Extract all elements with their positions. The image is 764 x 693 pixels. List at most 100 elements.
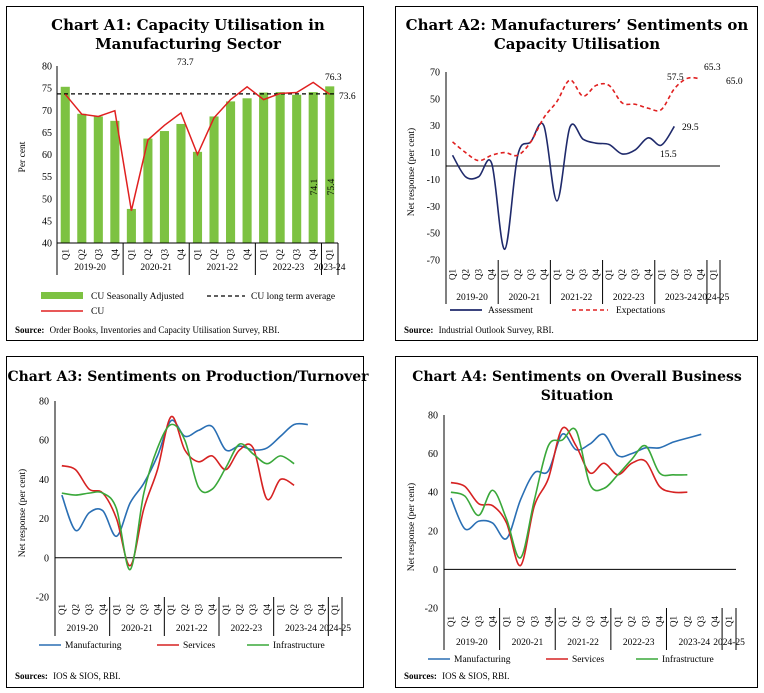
chart-a1-line-end-value: 73.6 bbox=[339, 92, 356, 102]
a1-xtick-label: Q3 bbox=[93, 249, 103, 260]
chart-a1-bar-q4-value: 74.1 bbox=[310, 178, 320, 195]
a1-ytick-label: 80 bbox=[42, 62, 52, 73]
a2-ytick-label: 70 bbox=[430, 68, 440, 79]
a2-group-label: 2022-23 bbox=[613, 293, 645, 303]
chart-a4-legend-services-label: Services bbox=[572, 655, 604, 665]
a1-ytick-label: 45 bbox=[42, 216, 52, 227]
a3-xtick-label: Q4 bbox=[262, 604, 272, 615]
chart-a4-ylabel: Net response (per cent) bbox=[406, 483, 417, 571]
a1-xtick-label: Q3 bbox=[292, 249, 302, 260]
a3-ytick-label: 0 bbox=[44, 553, 49, 564]
a4-ytick-label: 0 bbox=[433, 565, 438, 576]
a4-group-label: 2021-22 bbox=[567, 638, 599, 648]
a2-xtick-label: Q3 bbox=[474, 269, 484, 280]
a2-xtick-label: Q4 bbox=[695, 269, 705, 280]
a2-ytick-label: -70 bbox=[427, 256, 440, 267]
a4-xtick-label: Q4 bbox=[543, 616, 553, 627]
chart-a1-bar bbox=[325, 86, 335, 243]
a4-group-label: 2024-25 bbox=[713, 638, 745, 648]
a4-xtick-label: Q1 bbox=[668, 616, 678, 627]
chart-a1-bar bbox=[192, 151, 203, 243]
a2-xtick-label: Q2 bbox=[565, 269, 575, 280]
a3-group-label: 2021-22 bbox=[176, 624, 208, 634]
a2-xtick-label: Q4 bbox=[643, 269, 653, 280]
chart-a1-bar bbox=[77, 113, 87, 243]
a2-ytick-label: -10 bbox=[427, 175, 440, 186]
a4-xtick-label: Q4 bbox=[710, 616, 720, 627]
a2-ytick-label: 30 bbox=[430, 121, 440, 132]
a2-xtick-label: Q4 bbox=[487, 269, 497, 280]
a2-xtick-label: Q2 bbox=[617, 269, 627, 280]
chart-a2-source: Source: Industrial Outlook Survey, RBI. bbox=[404, 325, 554, 335]
a3-xtick-label: Q3 bbox=[139, 604, 149, 615]
chart-a1-source: Source: Order Books, Inventories and Cap… bbox=[15, 325, 279, 335]
a4-xtick-label: Q3 bbox=[474, 616, 484, 627]
a3-group-label: 2022-23 bbox=[230, 624, 262, 634]
a1-ytick-label: 40 bbox=[42, 239, 52, 250]
chart-a2-assessment-mid-value: 15.5 bbox=[660, 150, 677, 160]
chart-a4-line-manufacturing bbox=[450, 433, 702, 540]
a2-xtick-label: Q2 bbox=[669, 269, 679, 280]
chart-a1-title-line1: Chart A1: Capacity Utilisation in bbox=[51, 16, 325, 34]
chart-a3-panel: Chart A3: Sentiments on Production/Turno… bbox=[6, 356, 369, 688]
a3-xtick-label: Q3 bbox=[194, 604, 204, 615]
a3-xtick-label: Q4 bbox=[98, 604, 108, 615]
a1-ytick-label: 75 bbox=[42, 84, 52, 95]
a3-xtick-label: Q2 bbox=[180, 604, 190, 615]
a3-group-label: 2024-25 bbox=[319, 624, 351, 634]
a3-ytick-label: 20 bbox=[39, 514, 49, 525]
chart-a2-svg: Chart A2: Manufacturers’ Sentiments on C… bbox=[404, 16, 748, 335]
a2-group-label: 2024-25 bbox=[698, 293, 730, 303]
a1-group-label: 2021-22 bbox=[206, 263, 238, 273]
a3-group-label: 2020-21 bbox=[121, 624, 153, 634]
chart-a2-panel: Chart A2: Manufacturers’ Sentiments on C… bbox=[395, 6, 758, 341]
a2-group-label: 2019-20 bbox=[456, 293, 488, 303]
a4-xtick-label: Q3 bbox=[696, 616, 706, 627]
a1-xtick-label: Q4 bbox=[308, 249, 318, 260]
a4-xtick-label: Q4 bbox=[599, 616, 609, 627]
chart-a1-bar bbox=[159, 131, 169, 243]
chart-a4-line-infrastructure bbox=[450, 427, 688, 559]
a1-xtick-label: Q2 bbox=[209, 249, 219, 260]
a4-xtick-label: Q2 bbox=[627, 616, 637, 627]
a1-group-label: 2023-24 bbox=[314, 263, 346, 273]
a4-xtick-label: Q2 bbox=[682, 616, 692, 627]
a4-ytick-label: 20 bbox=[428, 526, 438, 537]
a2-xtick-label: Q1 bbox=[500, 269, 510, 280]
a4-ytick-label: 80 bbox=[428, 411, 438, 422]
chart-a1-legend-avg-label: CU long term average bbox=[251, 292, 335, 302]
a1-xtick-label: Q1 bbox=[259, 249, 269, 260]
chart-a3-source-label: Sources: bbox=[15, 671, 48, 681]
a1-ytick-label: 55 bbox=[42, 172, 52, 183]
chart-a2-legend-assessment-label: Assessment bbox=[488, 306, 533, 316]
a2-xtick-label: Q2 bbox=[461, 269, 471, 280]
a4-group-label: 2020-21 bbox=[512, 638, 544, 648]
a2-xtick-label: Q1 bbox=[656, 269, 666, 280]
a1-xtick-label: Q4 bbox=[242, 249, 252, 260]
a1-group-label: 2020-21 bbox=[140, 263, 172, 273]
chart-a3-title-line1: Chart A3: Sentiments on Production/Turno… bbox=[7, 369, 369, 385]
chart-a1-bar bbox=[93, 116, 103, 243]
chart-a4-panel: Chart A4: Sentiments on Overall Business… bbox=[395, 356, 758, 688]
a1-xtick-label: Q3 bbox=[159, 249, 169, 260]
a1-xtick-label: Q2 bbox=[143, 249, 153, 260]
a1-xtick-label: Q1 bbox=[325, 249, 335, 260]
chart-a4-source-label: Sources: bbox=[404, 671, 437, 681]
chart-a1-bar-q1-value: 75.4 bbox=[327, 178, 337, 195]
chart-a2-expectation-value-2: 65.3 bbox=[704, 63, 721, 73]
chart-a1-bar bbox=[259, 92, 269, 243]
chart-a3-line-infrastructure bbox=[61, 423, 295, 571]
chart-a1-bar bbox=[143, 138, 153, 243]
chart-a3-line-services bbox=[61, 415, 295, 567]
chart-a1-bar bbox=[242, 98, 252, 244]
a4-ytick-label: 40 bbox=[428, 488, 438, 499]
a1-ytick-label: 65 bbox=[42, 128, 52, 139]
chart-a1-bar bbox=[60, 86, 70, 243]
a2-xtick-label: Q1 bbox=[604, 269, 614, 280]
chart-a3-ylabel: Net response (per cent) bbox=[17, 469, 28, 557]
a1-group-label: 2019-20 bbox=[74, 263, 106, 273]
a4-xtick-label: Q1 bbox=[724, 616, 734, 627]
a2-ytick-label: -50 bbox=[427, 229, 440, 240]
a2-xtick-label: Q4 bbox=[591, 269, 601, 280]
a3-ytick-label: 80 bbox=[39, 397, 49, 408]
